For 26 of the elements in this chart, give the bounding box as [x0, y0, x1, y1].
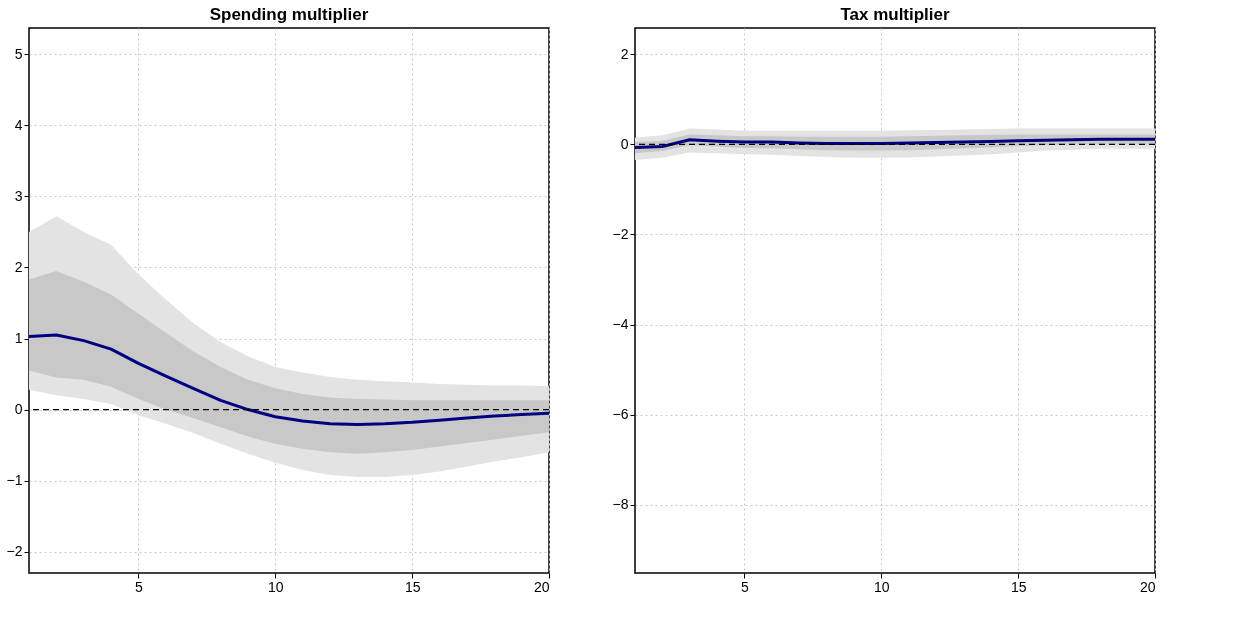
y-tick-label: 0 [14, 401, 23, 418]
y-tick-label: −1 [6, 472, 23, 489]
y-tick-label: −6 [612, 406, 629, 423]
y-tick-label: 2 [14, 258, 23, 275]
y-tick-label: −8 [612, 496, 629, 513]
y-tick-label: 4 [14, 116, 23, 133]
y-tick-label: −2 [6, 543, 23, 560]
x-tick-label: 5 [135, 578, 144, 595]
x-tick-label: 15 [404, 578, 421, 595]
y-tick-label: 5 [14, 45, 23, 62]
chart-title: Tax multiplier [840, 5, 951, 24]
y-tick-label: 0 [620, 135, 629, 152]
x-tick-label: 5 [741, 578, 750, 595]
x-tick-label: 20 [1139, 578, 1156, 595]
line-series [635, 137, 1155, 149]
x-tick-label: 15 [1010, 578, 1027, 595]
y-tick-label: 3 [14, 187, 23, 204]
x-tick-label: 10 [874, 578, 890, 595]
y-tick-label: −4 [612, 316, 629, 333]
chart-title: Spending multiplier [209, 5, 369, 24]
x-tick-label: 20 [533, 578, 550, 595]
y-tick-label: 2 [620, 45, 629, 62]
y-tick-label: 1 [14, 330, 23, 347]
line-series [29, 333, 549, 426]
y-tick-label: −2 [612, 225, 629, 242]
x-tick-label: 10 [268, 578, 284, 595]
